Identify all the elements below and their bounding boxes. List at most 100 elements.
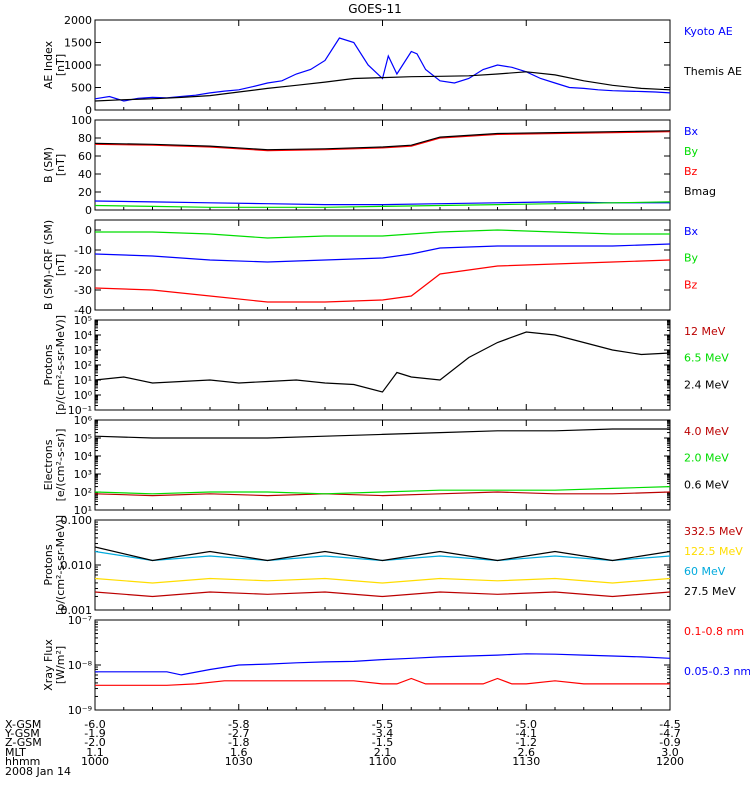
y-tick-label: 10⁰ bbox=[74, 389, 93, 402]
legend-entry: 0.05-0.3 nm bbox=[684, 665, 750, 678]
legend-entry: Bx bbox=[684, 125, 699, 138]
ephemeris-value: -4.1 bbox=[516, 727, 537, 740]
y-axis-label-line: [W/m²] bbox=[54, 646, 67, 684]
legend-entry: Bz bbox=[684, 278, 698, 291]
panel-frame bbox=[94, 419, 671, 511]
y-tick-label: -40 bbox=[74, 304, 92, 317]
y-tick-label: 10⁻⁹ bbox=[68, 704, 92, 717]
series-line-themis-ae bbox=[95, 71, 670, 102]
y-axis-label-line: Protons bbox=[42, 544, 55, 585]
y-tick-label: 10¹ bbox=[74, 374, 92, 387]
panel-frame bbox=[94, 319, 671, 411]
series-line-4-0-mev bbox=[95, 491, 670, 497]
ephemeris-row-label: 2008 Jan 14 bbox=[5, 765, 71, 778]
y-axis-label-line: Electrons bbox=[42, 439, 55, 490]
y-axis-label: B (SM)-CRF (SM)[nT] bbox=[42, 220, 67, 310]
y-tick-label: 2000 bbox=[64, 14, 92, 27]
series-line-27-5-mev bbox=[95, 546, 670, 562]
panel-frame bbox=[94, 619, 671, 711]
y-axis-label-line: [nT] bbox=[54, 154, 67, 176]
y-axis-label: Xray Flux[W/m²] bbox=[42, 639, 67, 691]
ephemeris-row-label: Z-GSM bbox=[5, 736, 42, 749]
y-tick-label: 1000 bbox=[64, 59, 92, 72]
ephemeris-value: 1000 bbox=[81, 755, 109, 768]
panel-electrons: 10¹ 10² 10³ 10⁴ 10⁵ 10⁶ Electrons[e/(cm²-s-sr)… bbox=[42, 414, 729, 517]
panel-bdiff: -40 -30 -20 -10 0 B (SM)-CRF (SM)[nT] Bx By Bz bbox=[42, 219, 699, 317]
y-axis-label-line: AE Index bbox=[42, 40, 55, 89]
ephemeris-value: -1.9 bbox=[84, 727, 105, 740]
y-axis-label-line: Protons bbox=[42, 344, 55, 385]
y-tick-label: 40 bbox=[78, 168, 92, 181]
panel-protons_high: 0.0010.0100.100Protons[p/(cm²-s-sr-MeV)]… bbox=[42, 514, 743, 617]
ephemeris-value: -1.2 bbox=[516, 736, 537, 749]
series-line-bz bbox=[95, 259, 670, 303]
y-axis-label-line: [nT] bbox=[54, 254, 67, 276]
series-line-2-4-mev bbox=[95, 331, 670, 393]
series-line-0-1-0-8-nm bbox=[95, 677, 670, 686]
ephemeris-value: -6.0 bbox=[84, 718, 105, 731]
y-tick-label: 0 bbox=[85, 104, 92, 117]
y-tick-label: 0 bbox=[85, 204, 92, 217]
y-tick-label: 10⁻¹ bbox=[68, 404, 92, 417]
legend-entry: Bmag bbox=[684, 185, 716, 198]
ephemeris-row-label: MLT bbox=[5, 746, 26, 759]
legend-entry: 6.5 MeV bbox=[684, 352, 729, 365]
y-tick-label: -10 bbox=[74, 244, 92, 257]
y-tick-label: 10⁶ bbox=[74, 414, 93, 427]
legend-entry: 60 MeV bbox=[684, 565, 726, 578]
panel-ae: 0 500 1000 1500 2000 AE Index[nT] Kyoto AE Them… bbox=[42, 14, 742, 117]
ephemeris-value: -2.7 bbox=[228, 727, 249, 740]
series-line-by bbox=[95, 201, 670, 208]
ephemeris-value: 1.6 bbox=[230, 746, 248, 759]
series-line-0-05-0-3-nm bbox=[95, 653, 670, 676]
ephemeris-value: -0.9 bbox=[659, 736, 680, 749]
series-line-122-5-mev bbox=[95, 577, 670, 584]
ephemeris-row-label: Y-GSM bbox=[4, 727, 40, 740]
series-line-bz bbox=[95, 131, 670, 152]
legend-entry: 122.5 MeV bbox=[684, 545, 743, 558]
y-axis-label: Protons[p/(cm²-s-sr-MeV)] bbox=[42, 315, 67, 415]
y-tick-label: 0.100 bbox=[61, 514, 93, 527]
y-axis-label: Protons[p/(cm²-s-sr-MeV)] bbox=[42, 515, 67, 615]
ephemeris-value: -5.8 bbox=[228, 718, 249, 731]
y-axis-label-line: B (SM) bbox=[42, 147, 55, 183]
panel-protons_low: 10⁻¹ 10⁰ 10¹ 10² 10³ 10⁴ 10⁵ Protons[p/(cm²-s-s… bbox=[42, 314, 729, 417]
y-axis-label: Electrons[e/(cm²-s-sr)] bbox=[42, 429, 67, 502]
y-tick-label: 10³ bbox=[74, 468, 92, 481]
ephemeris-value: 3.0 bbox=[661, 746, 679, 759]
ephemeris-value: -3.4 bbox=[372, 727, 393, 740]
y-axis-label-line: Xray Flux bbox=[42, 639, 55, 691]
series-line-bx bbox=[95, 200, 670, 206]
y-tick-label: -20 bbox=[74, 264, 92, 277]
y-tick-label: 10⁻⁷ bbox=[68, 614, 92, 627]
series-line-by bbox=[95, 229, 670, 239]
ephemeris-value: -4.7 bbox=[659, 727, 680, 740]
ephemeris-value: -4.5 bbox=[659, 718, 680, 731]
y-axis-label-line: B (SM)-CRF (SM) bbox=[42, 220, 55, 310]
series-line-332-5-mev bbox=[95, 591, 670, 598]
panel-bsm: 0 20 40 60 80 100 B (SM)[nT] Bx By Bz Bmag bbox=[42, 114, 716, 217]
legend-entry: By bbox=[684, 252, 699, 265]
legend-entry: 2.4 MeV bbox=[684, 378, 729, 391]
ephemeris-value: 2.6 bbox=[518, 746, 536, 759]
legend-entry: 12 MeV bbox=[684, 325, 726, 338]
plot-title: GOES-11 bbox=[348, 2, 402, 16]
ephemeris-value: 2.1 bbox=[374, 746, 392, 759]
y-axis-label: B (SM)[nT] bbox=[42, 147, 67, 183]
y-axis-label: AE Index[nT] bbox=[42, 40, 67, 89]
ephemeris-value: -5.0 bbox=[516, 718, 537, 731]
series-line-kyoto-ae bbox=[95, 37, 670, 102]
legend-entry: By bbox=[684, 145, 699, 158]
series-line-bmag bbox=[95, 130, 670, 151]
series-line-0-6-mev bbox=[95, 428, 670, 439]
ephemeris-value: -5.5 bbox=[372, 718, 393, 731]
series-line-bx bbox=[95, 243, 670, 263]
ephemeris-value: 1100 bbox=[369, 755, 397, 768]
y-tick-label: 60 bbox=[78, 150, 92, 163]
legend-entry: Kyoto AE bbox=[684, 25, 733, 38]
legend-entry: 0.6 MeV bbox=[684, 478, 729, 491]
legend-entry: Bz bbox=[684, 165, 698, 178]
